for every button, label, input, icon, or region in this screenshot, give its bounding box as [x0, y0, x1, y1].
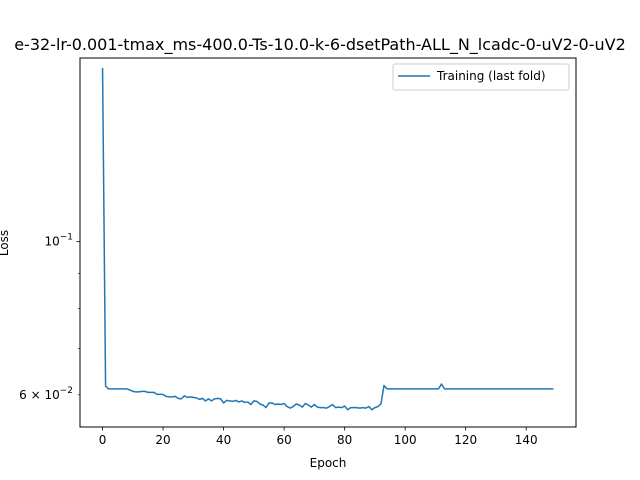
legend-label: Training (last fold)	[436, 69, 546, 83]
x-tick-label: 20	[155, 433, 170, 447]
y-tick-label: 6 × 10−2	[19, 386, 73, 402]
plot-area	[76, 57, 577, 431]
x-tick-label: 100	[394, 433, 417, 447]
x-tick-label: 40	[216, 433, 231, 447]
y-axis-label: Loss	[0, 230, 11, 256]
legend-box	[392, 63, 570, 91]
series-line	[101, 67, 554, 411]
x-tick-label: 80	[337, 433, 352, 447]
x-tick-label: 140	[515, 433, 538, 447]
legend: Training (last fold)	[392, 63, 570, 91]
x-tick-label: 0	[99, 433, 107, 447]
chart-title: e-32-lr-0.001-tmax_ms-400.0-Ts-10.0-k-6-…	[14, 35, 626, 55]
x-tick-label: 120	[454, 433, 477, 447]
y-tick-label: 10−1	[44, 233, 73, 249]
x-tick-label: 60	[276, 433, 291, 447]
axes-frame	[79, 57, 577, 428]
x-axis-label: Epoch	[310, 456, 347, 470]
series-layer	[101, 67, 554, 411]
axes-background	[80, 58, 576, 427]
